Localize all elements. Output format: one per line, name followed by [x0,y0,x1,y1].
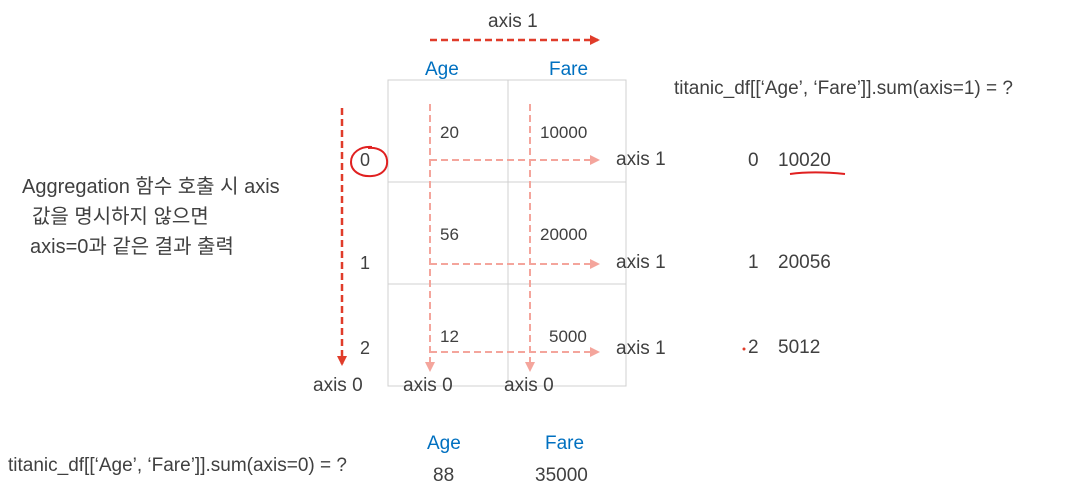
note-line-2: 값을 명시하지 않으면 [32,206,209,228]
bottom-header-age: Age [427,433,461,454]
row-axis1-label-1: axis 1 [616,252,666,273]
cell-age-0: 20 [440,123,459,142]
row-axis1-label-0: axis 1 [616,149,666,170]
sum-value-0: 10020 [778,150,831,171]
axis0-label-fare: axis 0 [504,375,554,396]
table-grid [387,79,627,387]
sum-value-1: 20056 [778,252,831,273]
bottom-header-fare: Fare [545,433,585,454]
cell-age-1: 56 [440,225,459,244]
dot-mark [742,347,746,351]
formula-axis1: titanic_df[[‘Age’, ‘Fare’]].sum(axis=1) … [674,78,1013,99]
row-axis1-label-2: axis 1 [616,338,666,359]
bottom-value-fare: 35000 [535,465,588,486]
sum-index-2: 2 [748,337,759,358]
cell-fare-0: 10000 [540,123,588,142]
cell-age-2: 12 [440,327,459,346]
index0-circle-annotation [349,145,389,178]
cell-fare-2: 5000 [549,327,587,346]
bottom-value-age: 88 [433,465,455,486]
note-line-3: axis=0과 같은 결과 출력 [30,236,234,258]
axis0-label-age: axis 0 [403,375,453,396]
row-index-1: 1 [360,253,371,273]
axis-note: Aggregation 함수 호출 시 axis 값을 명시하지 않으면 axi… [22,172,280,262]
axis0-label-index: axis 0 [313,375,363,396]
column-header-fare: Fare [549,59,589,80]
sum-index-0: 0 [748,150,759,171]
column-header-age: Age [425,59,459,80]
sum-underline-annotation [789,171,846,175]
formula-axis0: titanic_df[[‘Age’, ‘Fare’]].sum(axis=0) … [8,455,347,476]
row-index-2: 2 [360,338,371,358]
axis1-top-label: axis 1 [488,11,538,32]
row-index-0: 0 [360,150,371,170]
sum-index-1: 1 [748,252,759,273]
cell-fare-1: 20000 [540,225,588,244]
note-line-1: Aggregation 함수 호출 시 axis [22,176,280,198]
sum-value-2: 5012 [778,337,821,358]
